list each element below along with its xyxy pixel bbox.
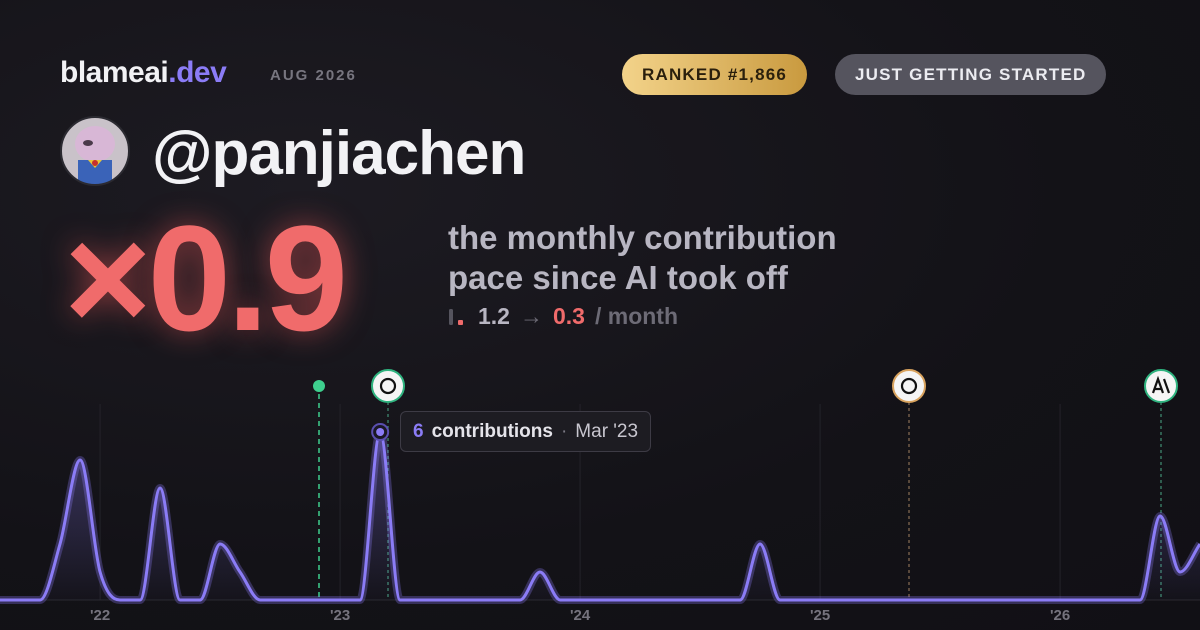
line [0,430,1200,602]
anthropic-glyph [1151,375,1171,394]
x-tick-label: '25 [810,607,830,624]
tooltip-date: Mar '23 [575,420,639,442]
tooltip-value: 6 [413,420,424,442]
brand-suffix: .dev [168,56,227,89]
date: AUG 2026 [270,67,357,84]
highlight-dot [376,428,385,436]
area-fill [0,432,1200,600]
event-dot [313,380,325,392]
tooltip-label: contributions [431,420,553,442]
openai-glyph [379,377,397,395]
pace-arrow: → [519,303,543,329]
caption-line: pace since AI took off [448,259,788,296]
pace-unit: / month [594,303,679,329]
openai-glyph [900,377,918,395]
brand: blameai.dev [60,56,227,90]
openai-icon [892,369,926,403]
brand-name: blameai [60,56,169,89]
tooltip-separator: · [560,420,568,442]
x-tick-label: '23 [330,607,350,624]
pace-icon [449,308,463,325]
pace-after: 0.3 [552,303,585,329]
x-tick-label: '24 [570,607,591,624]
multiplier: ×0.9 [64,194,348,362]
openai-icon [371,369,405,403]
caption-line: the monthly contribution [448,219,837,256]
line-glow [0,427,1200,605]
pace-before: 1.2 [478,303,510,329]
event-markers [313,369,1178,600]
x-tick-label: '22 [90,607,110,624]
tooltip: 6 contributions · Mar '23 [400,411,652,452]
status-badge: JUST GETTING STARTED [835,54,1107,95]
avatar [60,116,130,186]
rank-badge: RANKED #1,866 [622,54,808,95]
pace: 1.2 → 0.3 / month [448,303,678,330]
caption: the monthly contribution pace since AI t… [448,218,837,298]
handle: @panjiachen [152,119,526,188]
x-tick-label: '26 [1050,607,1070,624]
